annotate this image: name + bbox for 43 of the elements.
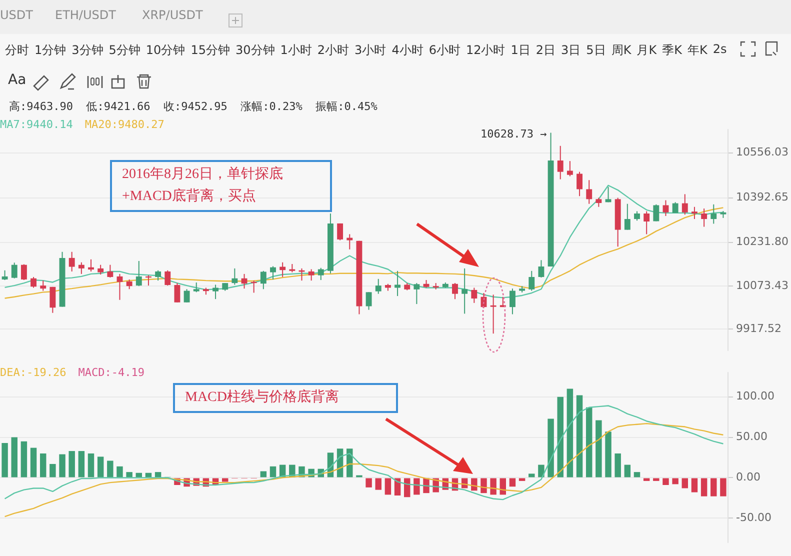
annotation: 10628.73 → [480,128,548,141]
text: 5日 [586,42,606,59]
y-tick-label: 100.00 [736,390,774,403]
y-tick-label: 10556.03 [736,146,788,159]
text: 12小时 [466,42,506,59]
annotation: MACD:-4.19 [78,366,144,379]
y-tick-label: 0.00 [736,470,760,484]
text: MA7:9440.14 [0,118,73,131]
text: 5分钟 [108,42,140,59]
text: 季K [662,42,682,59]
text: ETH/USDT [55,8,116,22]
y-tick-label: -50.00 [736,511,772,524]
text: 分时 [5,42,29,59]
text: USDT [0,8,33,22]
text: 3小时 [354,42,386,59]
text: 2小时 [317,42,350,59]
y-tick-label: 10073.43 [736,278,788,292]
text: 月K [636,42,657,59]
text: 2日 [536,42,556,59]
text: 周K [611,42,632,59]
text: Aa [8,72,26,88]
text: 4小时 [392,42,424,59]
text: 1小时 [280,42,312,59]
text: 10分钟 [146,42,186,59]
text: 15分钟 [190,42,230,59]
text: 1日 [510,42,530,59]
text: 2s [712,42,727,58]
y-tick-label: 10392.65 [736,190,788,204]
text: 年K [687,42,708,59]
text: XRP/USDT [142,8,203,22]
y-tick-label: 9917.52 [736,322,782,335]
text: 30分钟 [235,42,275,59]
text: 3分钟 [72,42,104,59]
text: DEA:-19.26 [0,366,66,379]
y-tick-label: 10231.80 [736,235,788,248]
annotation: MACD柱线与价格底背离 [173,383,398,413]
y-tick-label: 50.00 [736,430,768,444]
text: MA20:9480.27 [84,118,164,131]
annotation: 2016年8月26日，单针探底+MACD底背离，买点 [110,160,332,212]
text: 6小时 [428,42,460,59]
text: 3日 [561,42,581,59]
text: 高:9463.90 低:9421.66 收:9452.95 涨幅:0.23% 振幅:0.45% [9,99,378,114]
text: 1分钟 [34,42,66,59]
